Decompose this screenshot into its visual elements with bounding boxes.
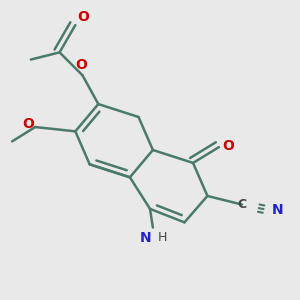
Text: C: C: [237, 198, 246, 211]
Text: H: H: [158, 231, 167, 244]
Text: O: O: [222, 139, 234, 153]
Text: N: N: [272, 203, 283, 217]
Text: O: O: [22, 117, 34, 131]
Text: O: O: [77, 10, 89, 24]
Text: N: N: [140, 231, 152, 245]
Text: O: O: [75, 58, 87, 73]
